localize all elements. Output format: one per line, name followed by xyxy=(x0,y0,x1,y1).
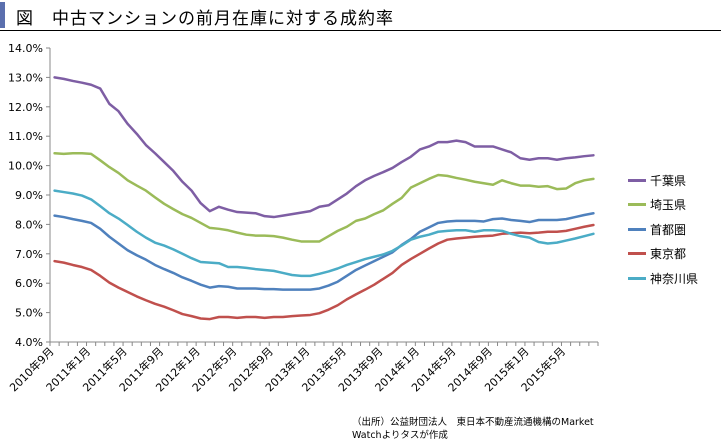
series-line-千葉県 xyxy=(53,76,595,219)
legend-item: 東京都 xyxy=(628,242,698,267)
chart-title: 図 中古マンションの前月在庫に対する成約率 xyxy=(16,9,394,29)
y-tick-label: 9.0% xyxy=(15,189,43,202)
legend-item: 首都圏 xyxy=(628,217,698,242)
y-tick-label: 6.0% xyxy=(15,277,43,290)
title-accent-bar xyxy=(0,2,5,28)
series-line-首都圏 xyxy=(53,211,595,291)
legend-swatch xyxy=(628,178,646,182)
y-tick-label: 11.0% xyxy=(8,130,43,143)
y-tick-label: 14.0% xyxy=(8,42,43,55)
y-tick-label: 10.0% xyxy=(8,160,43,173)
legend-swatch xyxy=(628,252,646,256)
legend-swatch xyxy=(628,203,646,207)
legend-swatch xyxy=(628,227,646,231)
y-tick-label: 7.0% xyxy=(15,248,43,261)
title-bar: 図 中古マンションの前月在庫に対する成約率 xyxy=(0,0,721,32)
series-line-東京都 xyxy=(53,223,595,321)
y-tick-label: 5.0% xyxy=(15,307,43,320)
y-tick-label: 12.0% xyxy=(8,101,43,114)
legend-label: 千葉県 xyxy=(650,173,687,188)
legend-item: 埼玉県 xyxy=(628,193,698,218)
y-tick-label: 13.0% xyxy=(8,71,43,84)
legend-item: 千葉県 xyxy=(628,168,698,193)
y-tick-label: 4.0% xyxy=(15,336,43,349)
legend-swatch xyxy=(628,276,646,280)
legend-item: 神奈川県 xyxy=(628,266,698,291)
legend-label: 首都圏 xyxy=(650,222,687,237)
legend-label: 神奈川県 xyxy=(650,271,699,286)
title-underline xyxy=(0,30,721,31)
legend-label: 埼玉県 xyxy=(650,198,687,213)
source-note: （出所）公益財団法人 東日本不動産流通機構のMarket Watchよりタスが作… xyxy=(352,417,594,441)
series-line-神奈川県 xyxy=(53,189,595,278)
series-line-埼玉県 xyxy=(53,152,595,243)
y-tick-label: 8.0% xyxy=(15,218,43,231)
chart-legend: 千葉県埼玉県首都圏東京都神奈川県 xyxy=(628,168,698,291)
legend-label: 東京都 xyxy=(650,247,687,262)
